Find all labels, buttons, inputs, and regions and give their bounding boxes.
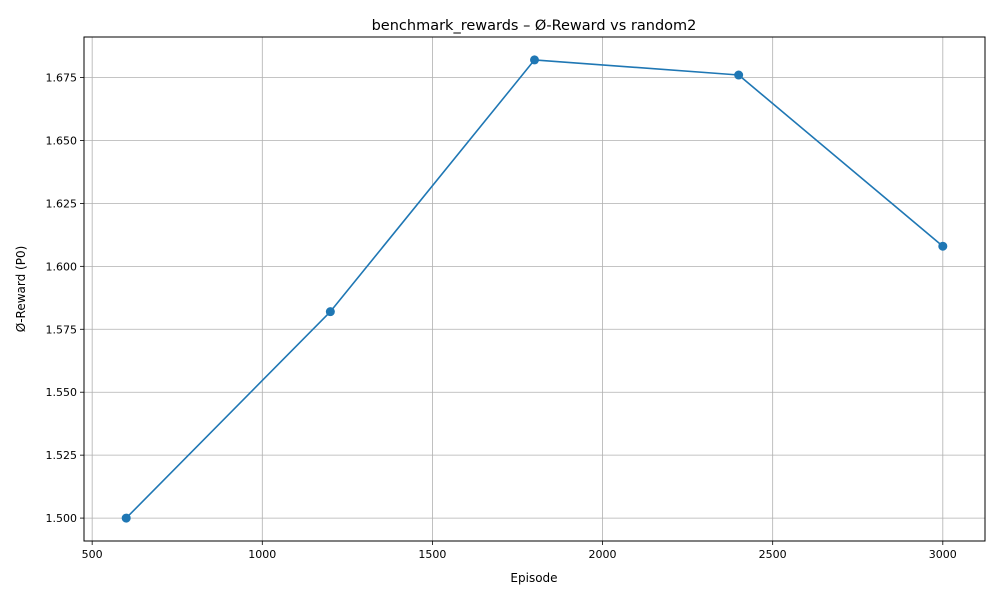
y-axis-label: Ø-Reward (P0) bbox=[14, 246, 28, 333]
data-point bbox=[734, 70, 744, 80]
plot-frame bbox=[83, 36, 986, 542]
x-tick-label: 3000 bbox=[929, 548, 957, 561]
y-tick-label: 1.650 bbox=[46, 134, 78, 147]
data-point bbox=[121, 513, 131, 523]
y-axis-ticks: 1.500 1.525 1.550 1.575 1.600 1.625 1.650 1.675 bbox=[46, 72, 84, 525]
x-tick-label: 500 bbox=[82, 548, 103, 561]
chart-title: benchmark_rewards – Ø-Reward vs random2 bbox=[372, 18, 697, 34]
x-tick-label: 1500 bbox=[418, 548, 446, 561]
y-tick-label: 1.550 bbox=[46, 386, 78, 399]
series-line bbox=[125, 59, 944, 519]
y-tick-label: 1.525 bbox=[46, 449, 78, 462]
y-tick-label: 1.675 bbox=[46, 72, 78, 85]
x-tick-label: 1000 bbox=[248, 548, 276, 561]
x-axis-label: Episode bbox=[510, 571, 557, 585]
y-tick-label: 1.575 bbox=[46, 323, 78, 336]
x-tick-label: 2500 bbox=[759, 548, 787, 561]
y-tick-label: 1.500 bbox=[46, 512, 78, 525]
data-point bbox=[530, 55, 539, 65]
y-tick-label: 1.600 bbox=[46, 260, 78, 273]
x-tick-label: 2000 bbox=[589, 548, 617, 561]
x-axis-ticks: 500 1000 1500 2000 2500 3000 bbox=[82, 541, 957, 561]
series-layer bbox=[121, 55, 948, 523]
data-point bbox=[938, 241, 948, 251]
data-point bbox=[325, 307, 335, 317]
grid bbox=[84, 37, 985, 541]
y-tick-label: 1.625 bbox=[46, 197, 78, 210]
